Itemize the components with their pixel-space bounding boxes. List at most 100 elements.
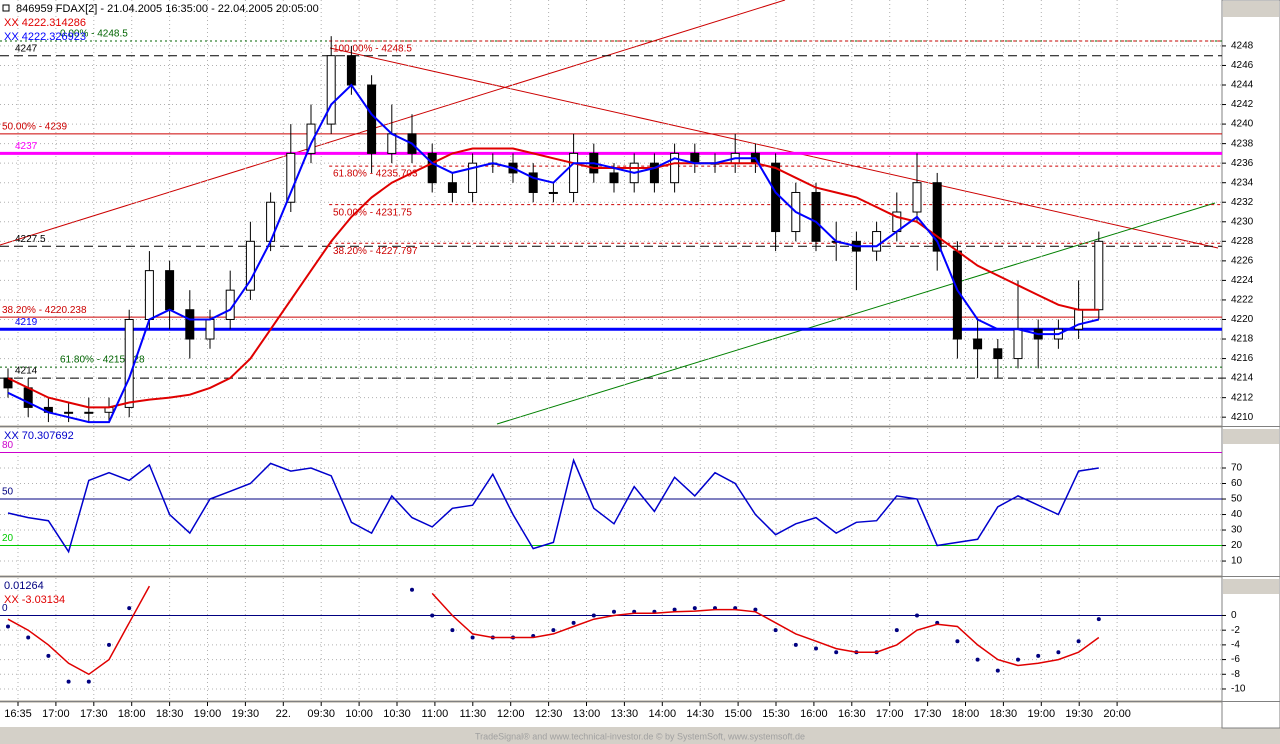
series-line <box>7 83 1100 424</box>
x-tick-label: 16:35 <box>4 708 32 720</box>
x-tick-label: 19:30 <box>1065 708 1093 720</box>
panel-plot: 0 <box>0 585 1222 690</box>
candle-body <box>1094 240 1104 311</box>
dot <box>450 628 455 633</box>
candle-body <box>286 152 296 203</box>
dot <box>793 642 798 647</box>
y-tick-label: 4248 <box>1231 41 1254 52</box>
dot <box>814 646 818 651</box>
candle-body <box>367 84 377 154</box>
dot <box>1056 650 1061 655</box>
candle-body <box>670 152 680 184</box>
level-label: 4219 <box>15 317 38 328</box>
y-tick-label: -6 <box>1231 654 1240 665</box>
time-axis-panel <box>0 703 1222 727</box>
level-label: 0.00% - 4248.5 <box>60 29 128 40</box>
dot <box>410 587 414 592</box>
legend-entry: XX 70.307692 <box>4 430 74 442</box>
x-tick-label: 19:30 <box>232 708 260 720</box>
y-tick-label: 30 <box>1231 525 1243 536</box>
level-label: 4247 <box>15 43 38 54</box>
y-tick-label: 4244 <box>1231 80 1254 91</box>
x-tick-label: 16:00 <box>800 708 828 720</box>
series-line <box>7 585 1100 676</box>
plot-layer: 16:35 17:00 17:30 18:00 18:30 19:00 19:30 22. 09… <box>0 0 1277 720</box>
level-label: 100.00% - 4248.5 <box>333 44 412 55</box>
candle-body <box>144 270 154 320</box>
x-tick-label: 18:00 <box>952 708 980 720</box>
x-tick-label: 18:30 <box>156 708 184 720</box>
y-tick-label: 70 <box>1231 463 1243 474</box>
y-tick-label: -4 <box>1231 640 1240 651</box>
x-tick-label: 15:30 <box>762 708 790 720</box>
dot <box>1036 653 1041 658</box>
y-tick-label: 4228 <box>1231 236 1254 247</box>
y-tick-label: 4238 <box>1231 138 1254 149</box>
dot <box>692 606 697 611</box>
y-tick-label: 4224 <box>1231 275 1254 286</box>
y-tick-label: 20 <box>1231 540 1243 551</box>
spd-panel <box>0 578 1222 700</box>
candle-body <box>326 55 336 125</box>
level-label: 61.80% - 4215.128 <box>60 355 145 366</box>
dot <box>107 642 111 647</box>
y-tick-label: 4210 <box>1231 412 1254 423</box>
dot <box>753 607 758 612</box>
y-tick-label: 4216 <box>1231 353 1254 364</box>
dot <box>127 606 132 611</box>
level-label: 61.80% - 4235.703 <box>333 169 418 180</box>
y-tick-label: 4230 <box>1231 216 1254 227</box>
x-tick-label: 18:30 <box>990 708 1018 720</box>
level-label: 80 <box>2 440 14 451</box>
x-tick-label: 13:00 <box>573 708 601 720</box>
dot <box>26 635 31 640</box>
dot <box>995 668 1000 673</box>
sma-panel <box>0 428 1222 575</box>
level-label: 0 <box>2 603 8 614</box>
x-tick-label: 14:00 <box>649 708 677 720</box>
x-tick-label: 22. <box>276 708 291 720</box>
x-tick-label: 15:00 <box>724 708 752 720</box>
candle-body <box>346 55 356 86</box>
dot <box>571 620 576 625</box>
level-label: 50.00% - 4239 <box>2 121 67 132</box>
trend-line <box>496 202 1216 425</box>
level-label: 4227.5 <box>15 234 46 245</box>
x-tick-label: 11:30 <box>459 708 486 720</box>
y-tick-label: 4232 <box>1231 197 1254 208</box>
x-tick-label: 12:00 <box>497 708 525 720</box>
dot <box>672 607 677 612</box>
y-tick-label: 4246 <box>1231 60 1254 71</box>
x-tick-label: 10:00 <box>345 708 373 720</box>
dot <box>430 613 435 618</box>
x-tick-label: 20:00 <box>1103 708 1131 720</box>
y-tick-label: 40 <box>1231 509 1243 520</box>
candle-body <box>124 318 134 408</box>
y-tick-label: 4214 <box>1231 373 1254 384</box>
dot <box>6 624 10 629</box>
x-tick-label: 17:30 <box>914 708 942 720</box>
dot <box>46 653 51 658</box>
candle-body <box>912 182 922 213</box>
y-tick-label: 4234 <box>1231 177 1254 188</box>
level-label: 38.20% - 4227.797 <box>333 246 418 257</box>
y-tick-label: 50 <box>1231 494 1243 505</box>
x-tick-label: 09:30 <box>307 708 335 720</box>
y-tick-label: 4226 <box>1231 256 1254 267</box>
value-axis-panel <box>1221 0 1280 729</box>
y-tick-label: 0 <box>1231 610 1237 621</box>
footer: TradeSignal® and www.technical-investor.… <box>475 731 805 741</box>
axis-label-box <box>1223 1 1279 17</box>
x-tick-label: 12:30 <box>535 708 563 720</box>
y-tick-label: -8 <box>1231 669 1240 680</box>
candle-body <box>447 182 457 193</box>
series-line <box>7 147 1099 409</box>
x-tick-label: 13:30 <box>611 708 639 720</box>
legend-entry: 0.01264 <box>4 580 44 592</box>
legend-entry: XX -3.03134 <box>4 594 65 606</box>
series-line <box>7 457 1099 554</box>
candle-body <box>1013 328 1023 360</box>
candle-body <box>185 309 195 340</box>
candle-body <box>387 133 397 154</box>
